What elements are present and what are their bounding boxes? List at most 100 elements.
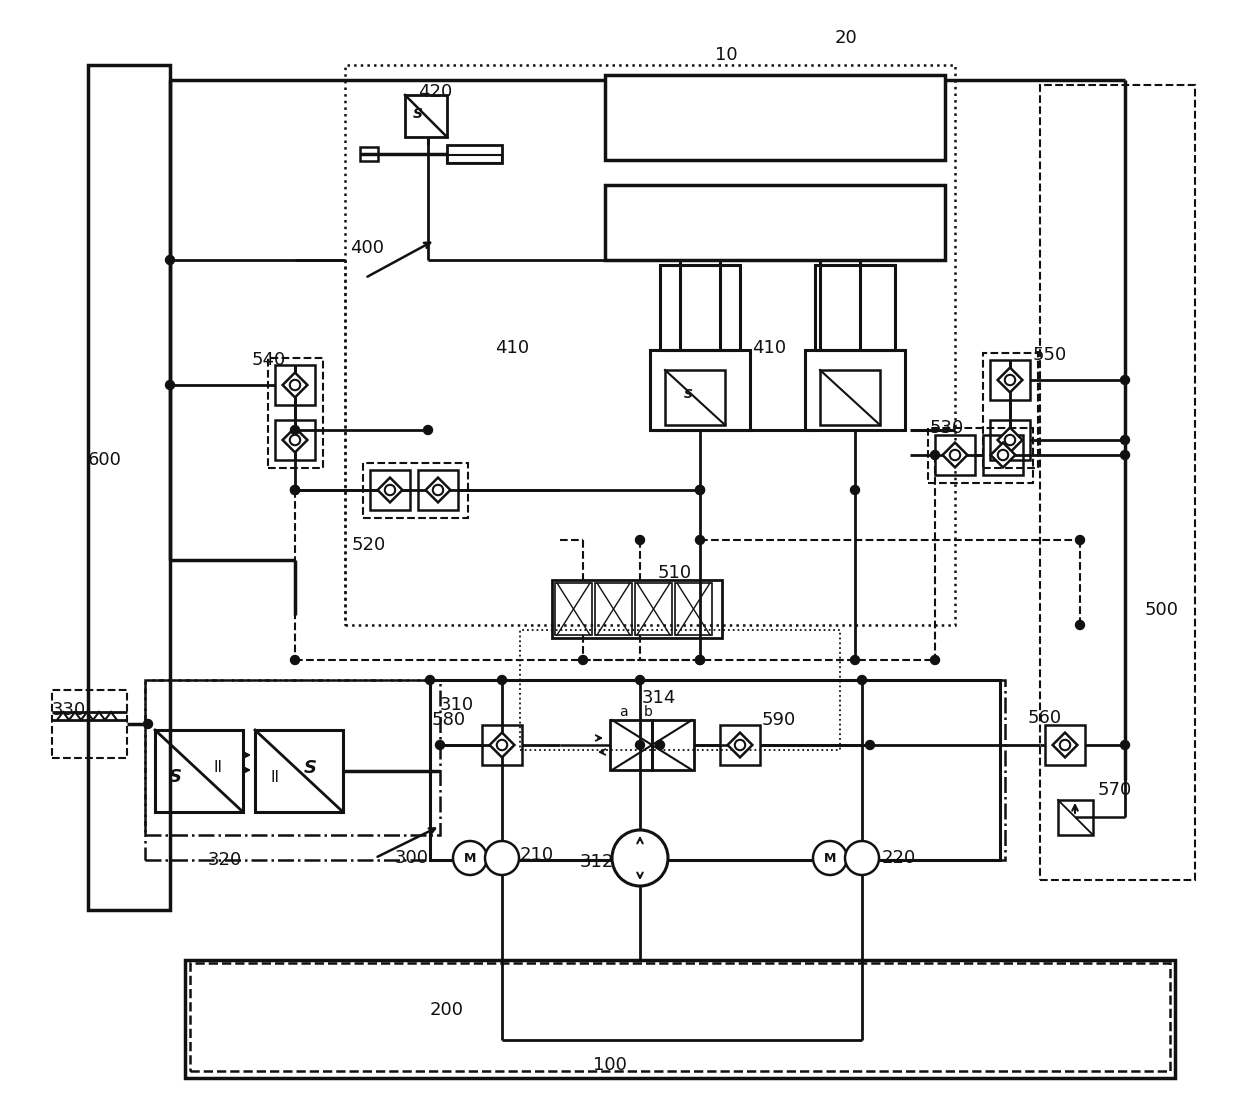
Circle shape	[1121, 376, 1130, 385]
Bar	[605, 185, 945, 260]
Bar	[155, 730, 243, 812]
Bar	[268, 358, 322, 468]
Text: 410: 410	[495, 338, 529, 357]
Text: 330: 330	[52, 701, 87, 719]
Circle shape	[384, 485, 396, 496]
Circle shape	[1121, 435, 1130, 444]
Circle shape	[613, 830, 668, 886]
Circle shape	[290, 655, 300, 665]
Circle shape	[1121, 741, 1130, 750]
Text: M: M	[823, 852, 836, 865]
Circle shape	[656, 741, 665, 750]
Circle shape	[696, 486, 704, 495]
Circle shape	[433, 485, 443, 496]
Bar	[665, 370, 725, 425]
Circle shape	[696, 535, 704, 544]
Circle shape	[696, 486, 704, 495]
Bar	[446, 155, 502, 163]
Circle shape	[930, 655, 940, 665]
Bar	[363, 463, 467, 518]
Bar	[610, 720, 652, 770]
Polygon shape	[283, 373, 308, 398]
Text: 312: 312	[580, 853, 614, 872]
Circle shape	[165, 380, 175, 389]
Bar	[275, 420, 315, 460]
Bar	[145, 680, 440, 835]
Circle shape	[1004, 435, 1016, 445]
Circle shape	[497, 740, 507, 751]
Polygon shape	[283, 428, 308, 453]
Circle shape	[1075, 621, 1085, 630]
Circle shape	[453, 841, 487, 875]
Text: 550: 550	[1033, 346, 1068, 364]
Circle shape	[858, 676, 867, 685]
Text: S: S	[413, 107, 423, 121]
Bar	[820, 370, 880, 425]
Bar	[805, 349, 905, 430]
Circle shape	[290, 486, 300, 495]
Bar	[360, 147, 378, 160]
Polygon shape	[490, 733, 515, 757]
Text: 420: 420	[418, 84, 453, 101]
Circle shape	[1060, 740, 1070, 751]
Bar	[370, 470, 410, 510]
Polygon shape	[425, 478, 450, 502]
Circle shape	[424, 425, 433, 434]
Text: 320: 320	[208, 851, 242, 869]
Polygon shape	[728, 733, 753, 757]
Text: 410: 410	[751, 338, 786, 357]
Text: 220: 220	[882, 850, 916, 867]
Circle shape	[950, 449, 960, 460]
Text: 560: 560	[1028, 709, 1063, 728]
Bar	[983, 435, 1023, 475]
Bar	[1040, 85, 1195, 880]
Text: S: S	[304, 759, 316, 777]
Text: 300: 300	[396, 850, 429, 867]
Text: II: II	[213, 761, 222, 776]
Text: 540: 540	[252, 351, 286, 369]
Text: M: M	[464, 852, 476, 865]
Text: 400: 400	[350, 238, 384, 257]
Bar	[345, 65, 955, 625]
Text: S: S	[683, 389, 692, 401]
Text: 570: 570	[1097, 781, 1132, 799]
Circle shape	[813, 841, 847, 875]
Bar	[983, 353, 1038, 468]
Bar	[446, 145, 502, 163]
Text: 510: 510	[658, 564, 692, 582]
Bar	[935, 435, 975, 475]
Bar	[255, 730, 343, 812]
Bar	[418, 470, 458, 510]
Bar	[52, 690, 126, 758]
Circle shape	[866, 741, 874, 750]
Bar	[720, 725, 760, 765]
Text: 530: 530	[930, 419, 965, 437]
Bar	[815, 265, 895, 349]
Circle shape	[290, 435, 300, 445]
Text: 100: 100	[593, 1056, 627, 1074]
Circle shape	[497, 676, 506, 685]
Circle shape	[290, 486, 300, 495]
Bar	[635, 582, 672, 635]
Text: 600: 600	[88, 451, 122, 469]
Bar	[650, 349, 750, 430]
Text: 314: 314	[642, 689, 676, 707]
Bar	[405, 95, 446, 137]
Polygon shape	[998, 428, 1023, 453]
Circle shape	[1004, 375, 1016, 386]
Polygon shape	[942, 443, 967, 467]
Bar	[552, 580, 722, 639]
Text: 200: 200	[430, 1001, 464, 1019]
Text: 10: 10	[715, 46, 738, 64]
Circle shape	[851, 655, 859, 665]
Bar	[675, 582, 712, 635]
Circle shape	[998, 449, 1008, 460]
Bar	[556, 582, 591, 635]
Circle shape	[696, 655, 704, 665]
Bar	[185, 961, 1176, 1078]
Circle shape	[635, 741, 645, 750]
Bar	[430, 680, 999, 861]
Bar	[1045, 725, 1085, 765]
Bar	[482, 725, 522, 765]
Text: a: a	[619, 704, 627, 719]
